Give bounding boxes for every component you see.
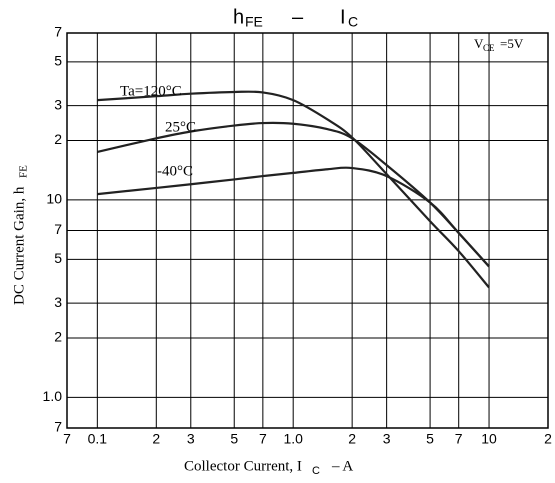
x-tick-label: 5: [230, 431, 238, 447]
x-tick-label: 3: [383, 431, 391, 447]
condition-text: V: [474, 36, 484, 51]
y-tick-label: 5: [54, 53, 62, 69]
y-tick-label: 3: [54, 96, 62, 112]
condition-rest: =5V: [500, 36, 524, 51]
y-label-sub: FE: [18, 165, 30, 178]
y-tick-label: 1.0: [43, 388, 63, 404]
y-tick-label: 5: [54, 250, 62, 266]
x-tick-label: 2: [152, 431, 160, 447]
curve-label: 25°C: [165, 119, 196, 135]
plot-frame: [66, 32, 549, 429]
y-tick-label: 2: [54, 131, 62, 147]
x-label-sub: C: [312, 465, 320, 477]
curve: [97, 90, 490, 289]
x-tick-label: 1.0: [283, 431, 303, 447]
y-tick-label: 10: [46, 191, 62, 207]
title-sub: FE: [245, 14, 263, 30]
title-sub: C: [348, 14, 358, 30]
y-tick-label: 7: [54, 221, 62, 237]
curve-label: Ta=120°C: [120, 83, 182, 99]
title-dash: –: [292, 6, 304, 28]
title-i: I: [340, 6, 346, 28]
x-label-unit: – A: [331, 458, 353, 474]
y-axis-label: DC Current Gain, h FE: [11, 165, 29, 305]
x-tick-label: 3: [187, 431, 195, 447]
curve: [97, 166, 490, 268]
x-tick-label: 0.1: [88, 431, 108, 447]
x-label-text: Collector Current, I: [184, 458, 302, 474]
x-tick-label: 10: [481, 431, 497, 447]
curve-label: -40°C: [157, 163, 193, 179]
x-tick-label: 7: [63, 431, 71, 447]
y-tick-label: 7: [54, 24, 62, 40]
x-tick-label: 2: [544, 431, 552, 447]
y-tick-label: 7: [54, 419, 62, 435]
x-tick-label: 5: [426, 431, 434, 447]
y-label-text: DC Current Gain, h: [11, 186, 27, 305]
y-tick-label: 3: [54, 294, 62, 310]
y-tick-label: 2: [54, 329, 62, 345]
title-h: h: [233, 6, 244, 28]
x-tick-label: 2: [348, 431, 356, 447]
x-tick-label: 7: [455, 431, 463, 447]
x-tick-label: 7: [259, 431, 267, 447]
